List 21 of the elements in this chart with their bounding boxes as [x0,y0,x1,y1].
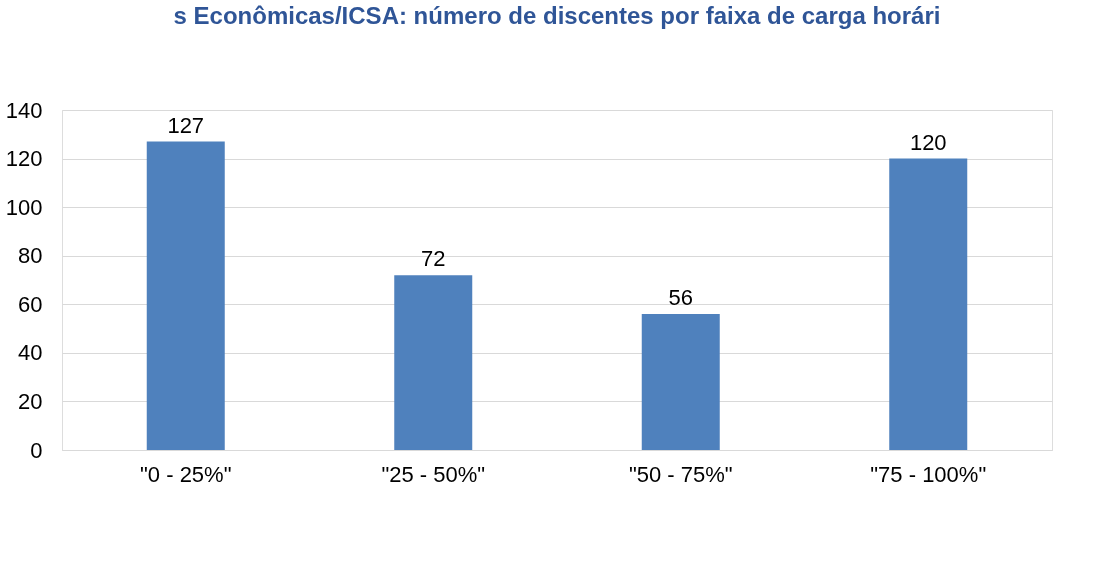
y-tick-label: 80 [18,243,43,269]
x-tick-label: "50 - 75%" [628,461,733,487]
data-label: 56 [668,285,693,310]
data-label: 127 [167,112,205,138]
bar [889,158,968,450]
y-tick-label: 60 [18,291,43,317]
data-label: 120 [909,129,947,155]
y-tick-label: 40 [18,340,43,366]
y-tick-label: 100 [5,194,43,220]
y-tick-label: 0 [30,437,43,463]
data-label: 72 [421,246,446,272]
x-tick-label: "25 - 50%" [381,461,486,487]
bar [641,314,720,450]
bar [146,141,225,450]
y-tick-label: 120 [5,146,43,172]
x-tick-label: "75 - 100%" [870,461,987,487]
y-tick-label: 20 [18,388,43,414]
x-tick-label: "0 - 25%" [140,461,232,487]
y-tick-label: 140 [5,97,43,123]
bar [394,275,473,450]
chart-title: s Econômicas/ICSA: número de discentes por faixa de carga horári [173,2,941,29]
